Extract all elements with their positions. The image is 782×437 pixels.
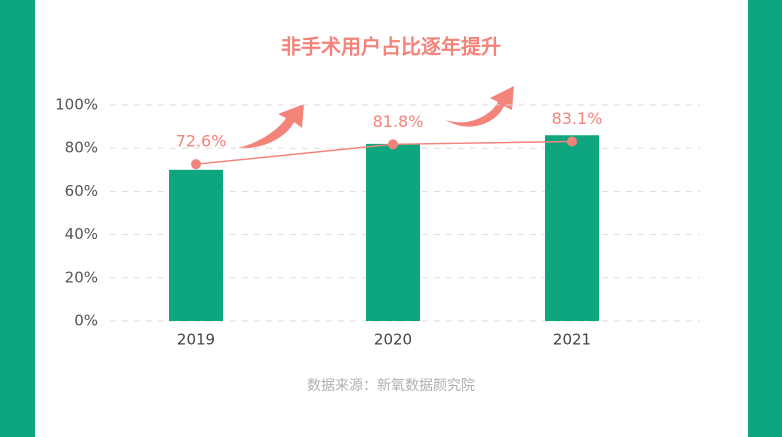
point xyxy=(191,159,201,170)
x-tick-label: 2019 xyxy=(177,331,215,349)
bar xyxy=(169,169,223,321)
data-label: 83.1% xyxy=(552,109,603,128)
side-band xyxy=(748,0,782,437)
trend-arrow xyxy=(238,104,304,149)
bar xyxy=(366,143,420,321)
data-label: 81.8% xyxy=(373,112,424,131)
chart-title: 非手术用户占比逐年提升 xyxy=(281,35,501,59)
x-tick-label: 2020 xyxy=(374,331,412,349)
trend-arrow xyxy=(446,86,514,127)
y-tick-label: 60% xyxy=(65,182,98,200)
source-note: 数据来源：新氧数据颜究院 xyxy=(307,378,475,394)
y-tick-label: 40% xyxy=(65,225,98,243)
point xyxy=(388,139,398,150)
point xyxy=(567,136,577,147)
y-tick-label: 100% xyxy=(55,96,98,114)
y-tick-label: 80% xyxy=(65,139,98,157)
side-band xyxy=(0,0,35,437)
y-tick-label: 20% xyxy=(65,268,98,286)
x-tick-label: 2021 xyxy=(553,331,591,349)
y-tick-label: 0% xyxy=(74,312,98,330)
data-label: 72.6% xyxy=(176,132,227,151)
bar xyxy=(545,135,599,321)
